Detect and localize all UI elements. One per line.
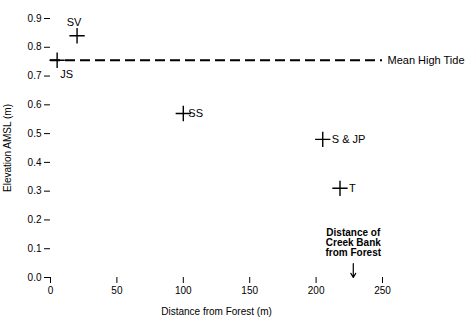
svg-text:0.4: 0.4 bbox=[28, 157, 42, 168]
svg-text:200: 200 bbox=[308, 285, 325, 296]
svg-text:0.7: 0.7 bbox=[28, 70, 42, 81]
svg-text:150: 150 bbox=[241, 285, 258, 296]
svg-text:Elevation AMSL (m): Elevation AMSL (m) bbox=[2, 104, 13, 192]
svg-text:Distance from Forest (m): Distance from Forest (m) bbox=[161, 306, 272, 317]
svg-text:250: 250 bbox=[374, 285, 391, 296]
svg-text:0.1: 0.1 bbox=[28, 243, 42, 254]
svg-text:50: 50 bbox=[111, 285, 123, 296]
svg-text:0.9: 0.9 bbox=[28, 13, 42, 24]
svg-text:0: 0 bbox=[48, 285, 54, 296]
svg-text:0.6: 0.6 bbox=[28, 99, 42, 110]
svg-text:0.8: 0.8 bbox=[28, 41, 42, 52]
svg-text:SS: SS bbox=[188, 107, 203, 119]
svg-text:JS: JS bbox=[60, 68, 73, 80]
svg-text:0.5: 0.5 bbox=[28, 128, 42, 139]
svg-text:S & JP: S & JP bbox=[332, 133, 366, 145]
svg-text:0.3: 0.3 bbox=[28, 185, 42, 196]
svg-text:Mean High Tide: Mean High Tide bbox=[388, 54, 465, 66]
svg-text:SV: SV bbox=[67, 16, 82, 28]
svg-text:100: 100 bbox=[175, 285, 192, 296]
svg-text:0.0: 0.0 bbox=[28, 272, 42, 283]
svg-text:Distance ofCreek Bankfrom Fore: Distance ofCreek Bankfrom Forest bbox=[326, 227, 382, 258]
svg-text:0.2: 0.2 bbox=[28, 214, 42, 225]
svg-text:T: T bbox=[349, 182, 356, 194]
